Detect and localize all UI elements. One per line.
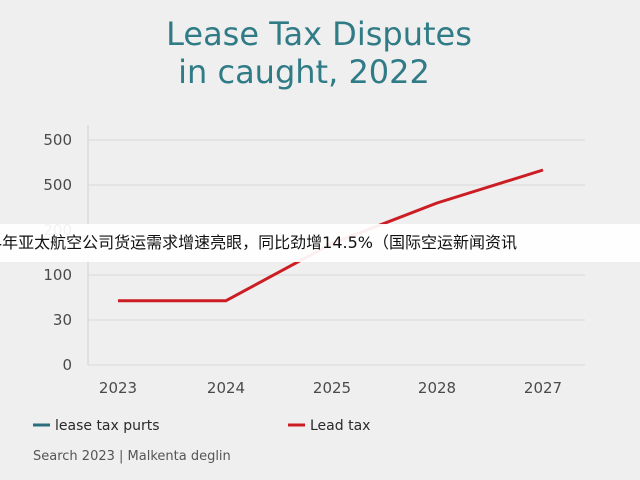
x-tick-label-2027: 2027 (524, 379, 562, 397)
y-tick-label-3: 100 (43, 266, 72, 284)
x-tick-label-2025: 2025 (313, 379, 351, 397)
y-tick-label-5: 0 (62, 356, 72, 374)
overlay-banner: 4年亚太航空公司货运需求增速亮眼，同比劲增14.5%（国际空运新闻资讯 (0, 224, 640, 262)
x-tick-label-2028: 2028 (418, 379, 456, 397)
chart-title-line-2: in caught, 2022 (178, 53, 430, 91)
legend-label-1: Lead tax (310, 418, 370, 434)
x-tick-label-2024: 2024 (207, 379, 245, 397)
x-tick-label-2023: 2023 (99, 379, 137, 397)
legend-label-0: lease tax purts (55, 418, 160, 434)
y-tick-label-1: 500 (43, 176, 72, 194)
source-note: Search 2023 | Malkenta deglin (33, 449, 231, 464)
y-tick-label-4: 30 (53, 311, 72, 329)
y-tick-label-0: 500 (43, 131, 72, 149)
chart-title-line-1: Lease Tax Disputes (166, 15, 472, 53)
